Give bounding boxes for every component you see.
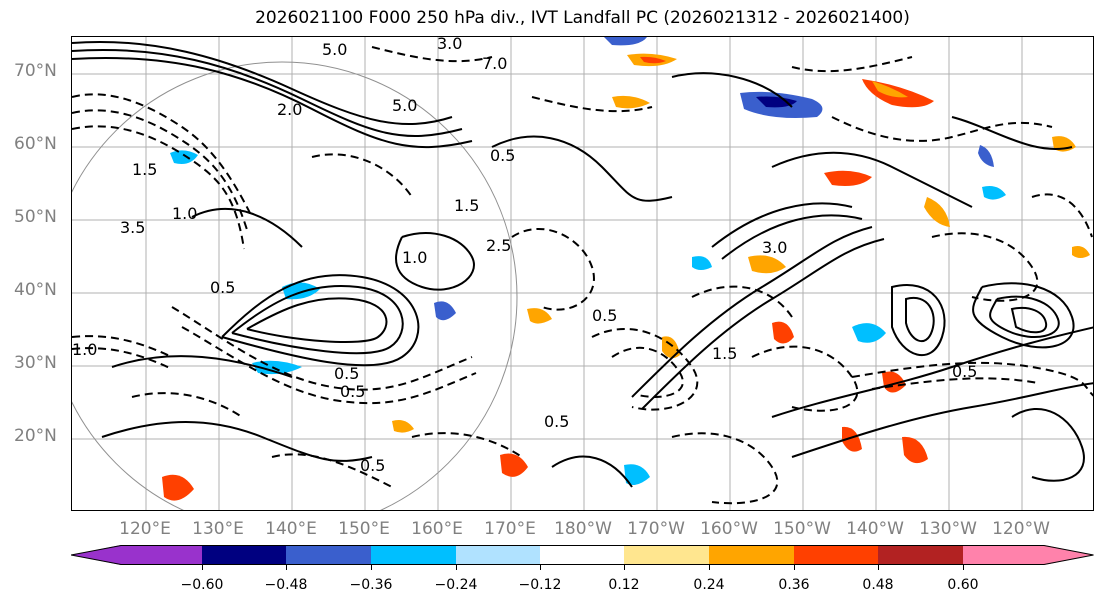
divergence-shading <box>162 37 1090 501</box>
colorbar-tick <box>371 565 372 570</box>
colorbar-label: −0.36 <box>349 577 393 593</box>
lon-label-120w: 120°W <box>992 519 1050 539</box>
contour-label: 0.5 <box>592 306 617 325</box>
contour-label: 1.5 <box>454 196 479 215</box>
lon-label-140w: 140°W <box>846 519 904 539</box>
colorbar-label: −0.12 <box>518 577 562 593</box>
contour-label: 0.5 <box>334 364 359 383</box>
page-title: 2026021100 F000 250 hPa div., IVT Landfa… <box>255 8 910 28</box>
contour-label: 1.0 <box>72 340 97 359</box>
map-canvas: 3.0 5.0 7.0 2.0 5.0 1.5 1.0 3.5 0.5 1.0 … <box>72 37 1093 510</box>
colorbar-tick <box>878 565 879 570</box>
colorbar-cell <box>794 545 878 565</box>
region-outline <box>72 61 518 510</box>
colorbar <box>71 545 1094 565</box>
contour-label: 3.0 <box>762 238 787 257</box>
lon-label-170w: 170°W <box>627 519 685 539</box>
contour-label: 0.5 <box>360 456 385 475</box>
contour-label: 5.0 <box>392 96 417 115</box>
colorbar-cell <box>624 545 709 565</box>
lon-label-120e: 120°E <box>119 519 171 539</box>
colorbar-tick <box>794 565 795 570</box>
colorbar-label: 0.60 <box>947 577 979 593</box>
colorbar-cell <box>456 545 540 565</box>
lat-label-50n: 50°N <box>14 207 57 227</box>
colorbar-label: 0.12 <box>608 577 640 593</box>
map-panel: 3.0 5.0 7.0 2.0 5.0 1.5 1.0 3.5 0.5 1.0 … <box>71 36 1094 511</box>
colorbar-tick <box>286 565 287 570</box>
colorbar-outline <box>71 545 1094 565</box>
lat-label-30n: 30°N <box>14 353 57 373</box>
colorbar-tick <box>202 565 203 570</box>
colorbar-label: −0.24 <box>434 577 478 593</box>
lon-label-140e: 140°E <box>265 519 317 539</box>
lat-label-60n: 60°N <box>14 134 57 154</box>
lat-label-40n: 40°N <box>14 280 57 300</box>
contour-label: 2.0 <box>277 100 302 119</box>
lat-label-20n: 20°N <box>14 426 57 446</box>
contours-solid <box>72 40 1093 488</box>
lon-label-150w: 150°W <box>773 519 831 539</box>
lon-label-160w: 160°W <box>700 519 758 539</box>
contour-label: 1.0 <box>172 204 197 223</box>
lon-label-130w: 130°W <box>919 519 977 539</box>
contours-dashed <box>72 46 1093 505</box>
colorbar-label: 0.24 <box>693 577 725 593</box>
contour-label: 0.5 <box>490 146 515 165</box>
contour-label: 7.0 <box>482 54 507 73</box>
colorbar-cells <box>71 545 1094 565</box>
colorbar-cell <box>286 545 371 565</box>
colorbar-cell <box>540 545 624 565</box>
contour-label: 3.5 <box>120 218 145 237</box>
colorbar-cell <box>878 545 963 565</box>
colorbar-cell <box>709 545 794 565</box>
lat-label-70n: 70°N <box>14 61 57 81</box>
contour-label: 0.5 <box>210 278 235 297</box>
contour-label: 0.5 <box>340 382 365 401</box>
colorbar-label: −0.60 <box>180 577 224 593</box>
colorbar-label: 0.36 <box>778 577 810 593</box>
colorbar-label: 0.48 <box>862 577 894 593</box>
colorbar-tick <box>456 565 457 570</box>
lon-label-130e: 130°E <box>192 519 244 539</box>
contour-label: 3.0 <box>437 37 462 53</box>
colorbar-tick <box>540 565 541 570</box>
contour-label: 1.0 <box>402 248 427 267</box>
contour-label: 5.0 <box>322 40 347 59</box>
contour-label: 0.5 <box>544 412 569 431</box>
contour-label: 1.5 <box>712 344 737 363</box>
contour-label: 0.5 <box>952 362 977 381</box>
colorbar-cell <box>202 545 286 565</box>
colorbar-cell <box>371 545 456 565</box>
lon-label-150e: 150°E <box>338 519 390 539</box>
contour-label: 2.5 <box>486 236 511 255</box>
colorbar-tick <box>709 565 710 570</box>
contour-labels: 3.0 5.0 7.0 2.0 5.0 1.5 1.0 3.5 0.5 1.0 … <box>72 37 977 475</box>
lon-label-180w: 180°W <box>554 519 612 539</box>
lon-label-170e: 170°E <box>484 519 536 539</box>
colorbar-cell <box>963 545 1094 565</box>
lon-label-160e: 160°E <box>411 519 463 539</box>
contour-label: 1.5 <box>132 160 157 179</box>
colorbar-cell <box>71 545 202 565</box>
map-grid <box>72 37 1093 510</box>
colorbar-label: −0.48 <box>264 577 308 593</box>
colorbar-tick <box>624 565 625 570</box>
colorbar-tick <box>963 565 964 570</box>
